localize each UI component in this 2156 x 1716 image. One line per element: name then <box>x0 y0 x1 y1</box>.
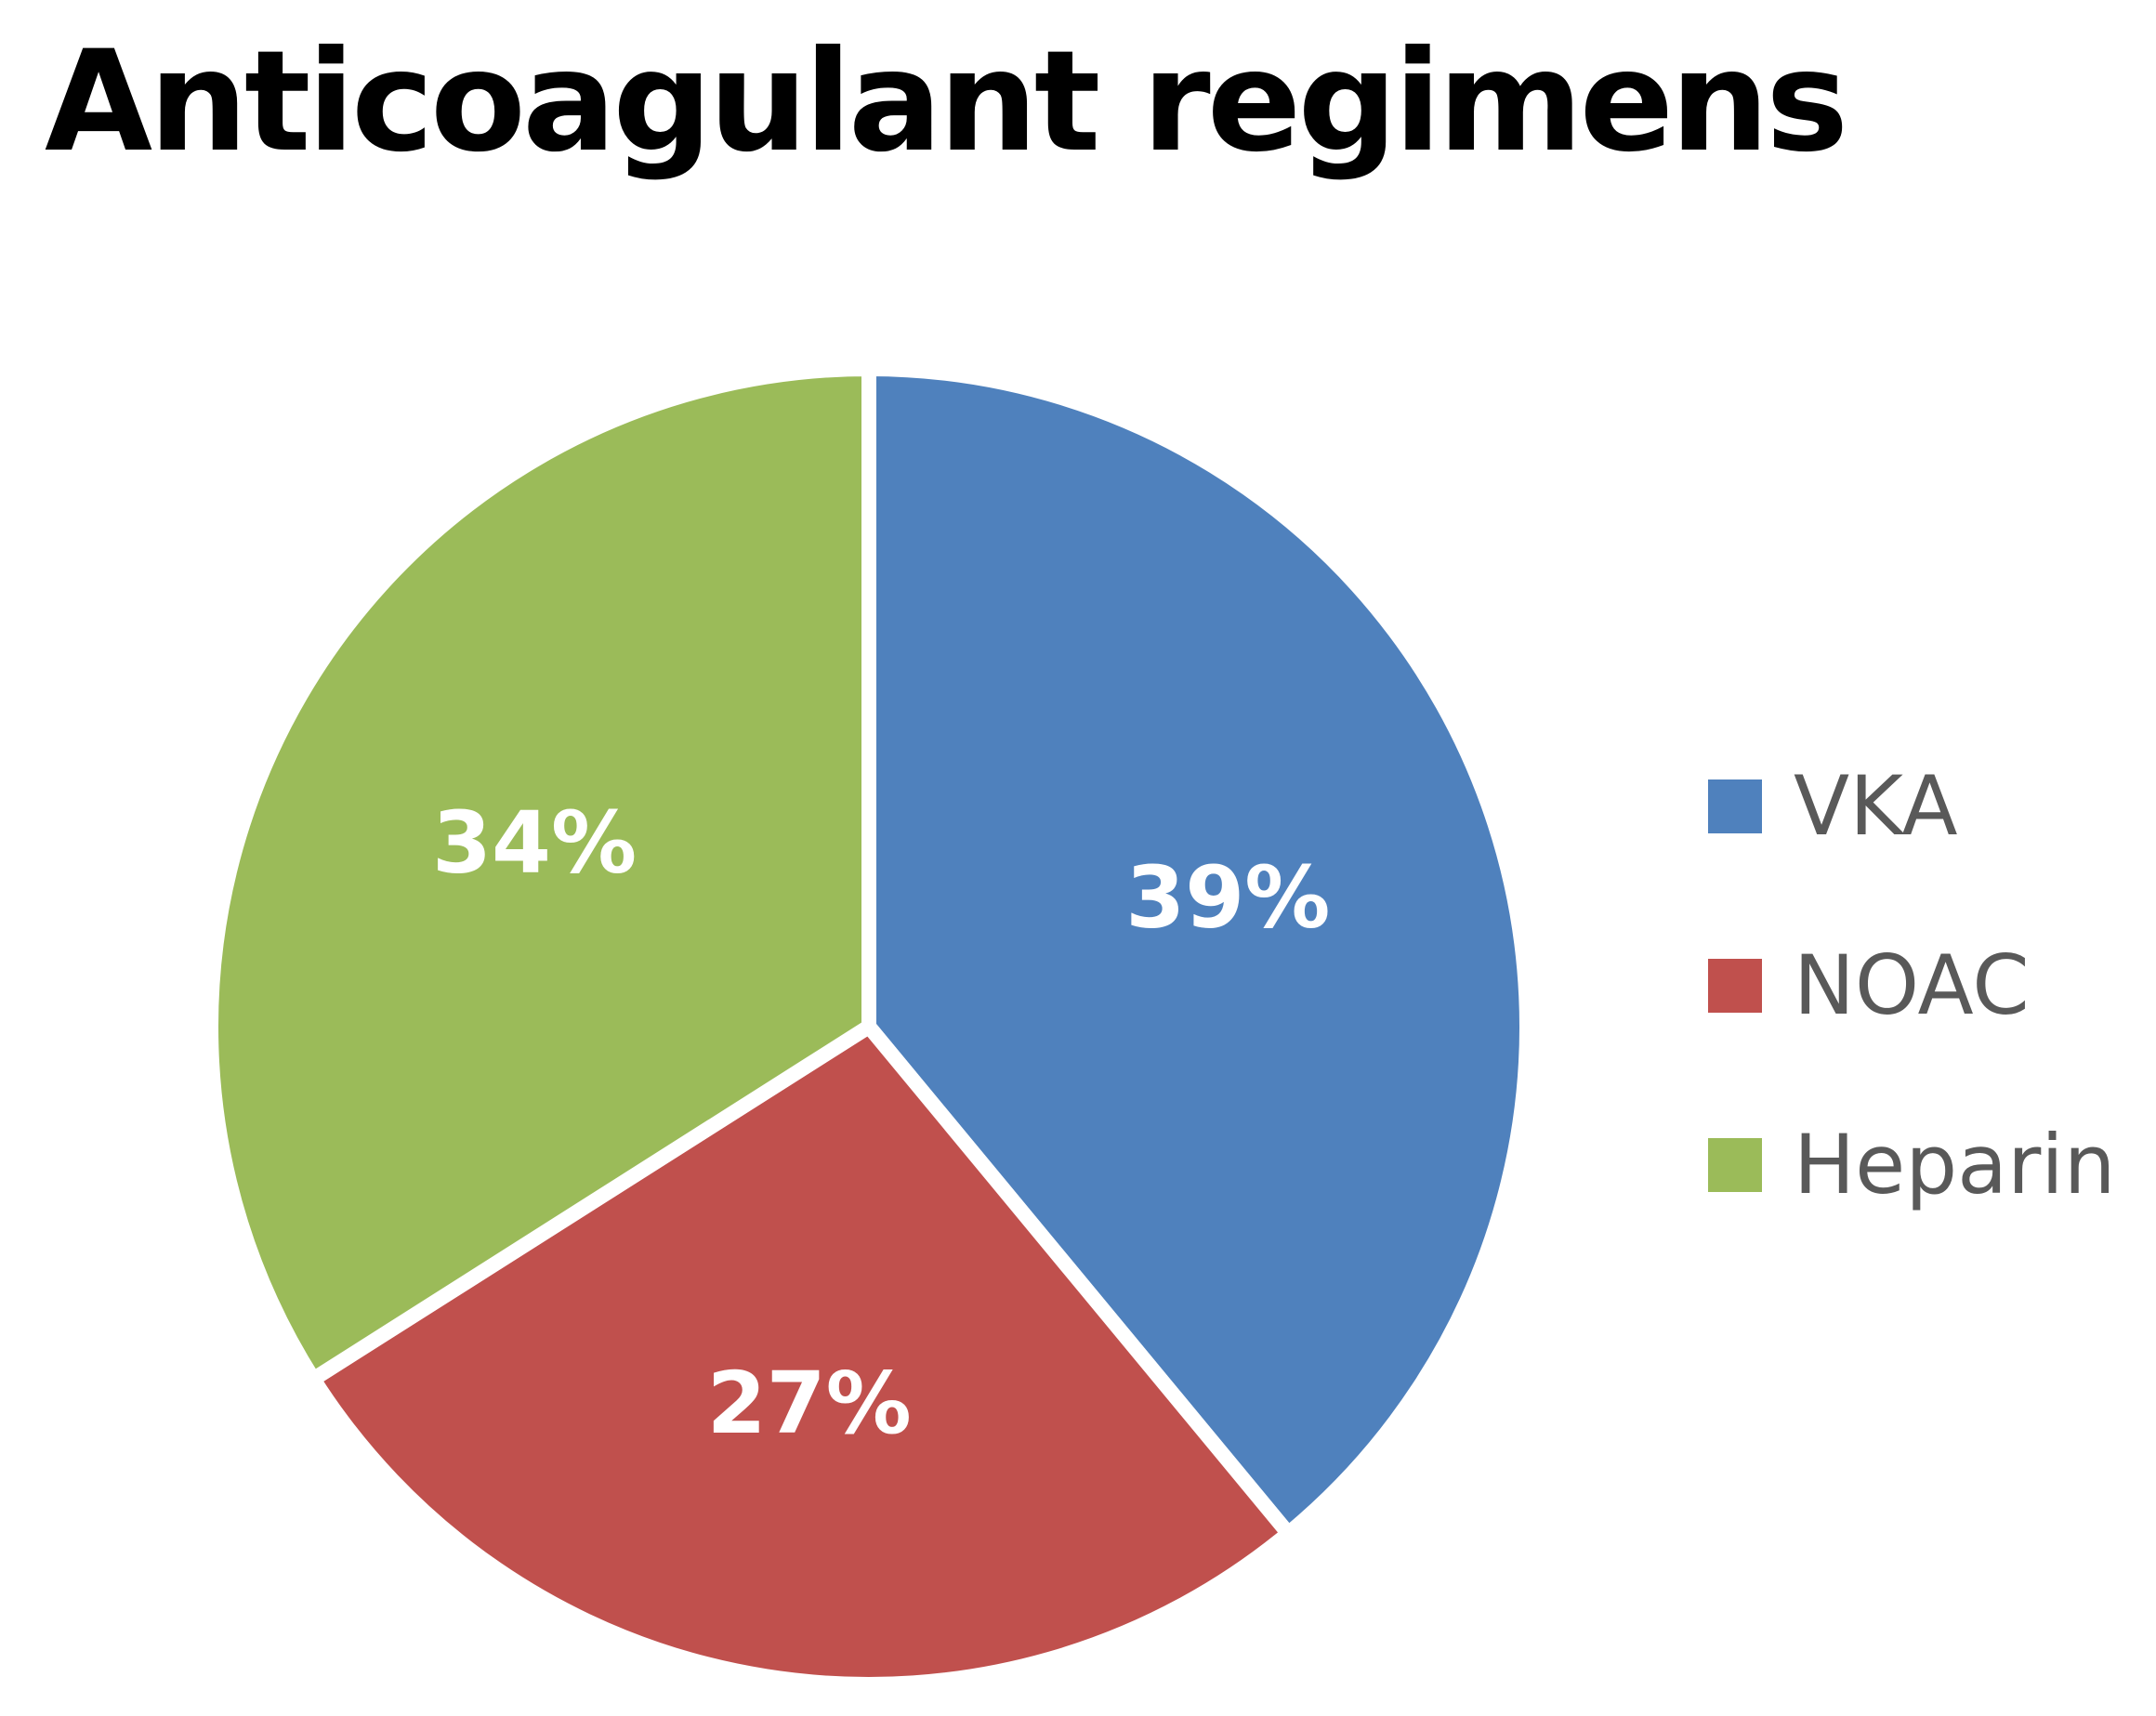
pie-slice-vka <box>861 360 1534 1544</box>
pie-value-label-heparin: 34% <box>432 793 637 893</box>
legend-item-noac: NOAC <box>1708 941 2116 1030</box>
legend-swatch-vka <box>1708 779 1762 833</box>
pie-value-label-vka: 39% <box>1125 847 1330 947</box>
legend-swatch-noac <box>1708 959 1762 1013</box>
legend-label-vka: VKA <box>1794 758 1958 854</box>
pie-slice-heparin <box>204 360 876 1390</box>
pie-slice-noac <box>303 1016 1299 1692</box>
legend-label-heparin: Heparin <box>1794 1117 2116 1212</box>
legend-item-heparin: Heparin <box>1708 1120 2116 1210</box>
legend-swatch-heparin <box>1708 1138 1762 1192</box>
legend: VKA NOAC Heparin <box>1708 762 2116 1210</box>
legend-label-noac: NOAC <box>1794 937 2030 1033</box>
pie-value-label-noac: 27% <box>707 1354 912 1453</box>
chart-title: Anticoagulant regimens <box>45 21 1848 183</box>
legend-item-vka: VKA <box>1708 762 2116 851</box>
